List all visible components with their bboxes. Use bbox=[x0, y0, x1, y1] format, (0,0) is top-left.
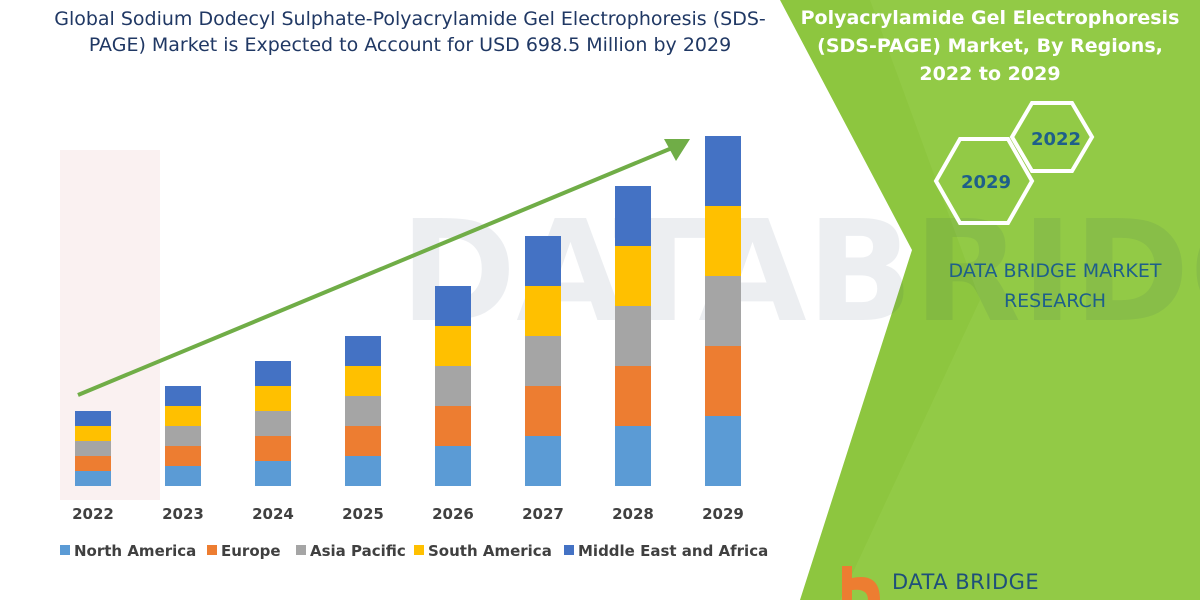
bar-segment bbox=[75, 426, 111, 441]
x-tick-label: 2024 bbox=[252, 505, 294, 523]
hexagon-2029: 2029 bbox=[933, 137, 1035, 225]
hex-label-2022: 2022 bbox=[1031, 129, 1081, 150]
x-tick-label: 2028 bbox=[612, 505, 654, 523]
bar-segment bbox=[345, 426, 381, 456]
bar-segment bbox=[435, 446, 471, 486]
bar-segment bbox=[435, 286, 471, 326]
x-tick-label: 2026 bbox=[432, 505, 474, 523]
bar-segment bbox=[435, 326, 471, 366]
bar-segment bbox=[255, 411, 291, 436]
bar-segment bbox=[165, 466, 201, 486]
x-tick-label: 2027 bbox=[522, 505, 564, 523]
bar-segment bbox=[255, 461, 291, 486]
side-panel-overlay bbox=[840, 0, 1200, 600]
trend-arrow bbox=[77, 139, 690, 397]
legend: North America Europe Asia Pacific South Ame… bbox=[60, 542, 768, 560]
bar-segment bbox=[705, 346, 741, 416]
bar-segment bbox=[165, 406, 201, 426]
bar-segment bbox=[615, 186, 651, 246]
bar-segment bbox=[255, 386, 291, 411]
legend-label: Asia Pacific bbox=[310, 542, 406, 560]
bar-segment bbox=[165, 426, 201, 446]
bar-segment bbox=[345, 366, 381, 396]
bar-segment bbox=[435, 406, 471, 446]
bar-segment bbox=[255, 436, 291, 461]
bar-segment bbox=[525, 286, 561, 336]
side-panel-background bbox=[780, 0, 1200, 600]
bar-segment bbox=[75, 471, 111, 486]
bar-segment bbox=[525, 436, 561, 486]
x-axis-ticks: 2022 2023 2024 2025 2026 2027 2028 2029 bbox=[72, 505, 744, 523]
legend-label: Middle East and Africa bbox=[578, 542, 768, 560]
bar-segment bbox=[165, 446, 201, 466]
bars-layer bbox=[75, 136, 741, 486]
legend-label: South America bbox=[428, 542, 552, 560]
bar-segment bbox=[75, 411, 111, 426]
legend-swatch bbox=[296, 545, 306, 555]
databridge-logo-icon bbox=[842, 566, 880, 600]
legend-label: Europe bbox=[221, 542, 281, 560]
x-tick-label: 2023 bbox=[162, 505, 204, 523]
bar-segment bbox=[615, 426, 651, 486]
legend-swatch bbox=[414, 545, 424, 555]
bar-segment bbox=[345, 336, 381, 366]
bar-segment bbox=[75, 441, 111, 456]
bar-segment bbox=[615, 366, 651, 426]
bottom-brand-text: DATA BRIDGE bbox=[892, 570, 1040, 594]
bar-segment bbox=[165, 386, 201, 406]
x-tick-label: 2029 bbox=[702, 505, 744, 523]
bar-segment bbox=[705, 416, 741, 486]
bar-segment bbox=[615, 246, 651, 306]
bar-segment bbox=[705, 206, 741, 276]
bar-segment bbox=[525, 386, 561, 436]
legend-swatch bbox=[564, 545, 574, 555]
bar-segment bbox=[435, 366, 471, 406]
bar-segment bbox=[615, 306, 651, 366]
bar-segment bbox=[345, 396, 381, 426]
bar-segment bbox=[255, 361, 291, 386]
chart-title: Global Sodium Dodecyl Sulphate-Polyacryl… bbox=[54, 8, 766, 56]
legend-swatch bbox=[207, 545, 217, 555]
bar-segment bbox=[345, 456, 381, 486]
hex-label-2029: 2029 bbox=[961, 172, 1011, 193]
bar-segment bbox=[75, 456, 111, 471]
x-tick-label: 2022 bbox=[72, 505, 114, 523]
side-panel-title: Polyacrylamide Gel Electrophoresis (SDS-… bbox=[800, 7, 1180, 85]
bar-segment bbox=[525, 336, 561, 386]
hexagon-2022: 2022 bbox=[1009, 101, 1095, 173]
bar-segment bbox=[525, 236, 561, 286]
bar-segment bbox=[705, 276, 741, 346]
company-name: DATA BRIDGE MARKET RESEARCH bbox=[948, 260, 1162, 312]
bar-segment bbox=[705, 136, 741, 206]
legend-swatch bbox=[60, 545, 70, 555]
x-tick-label: 2025 bbox=[342, 505, 384, 523]
legend-label: North America bbox=[74, 542, 196, 560]
